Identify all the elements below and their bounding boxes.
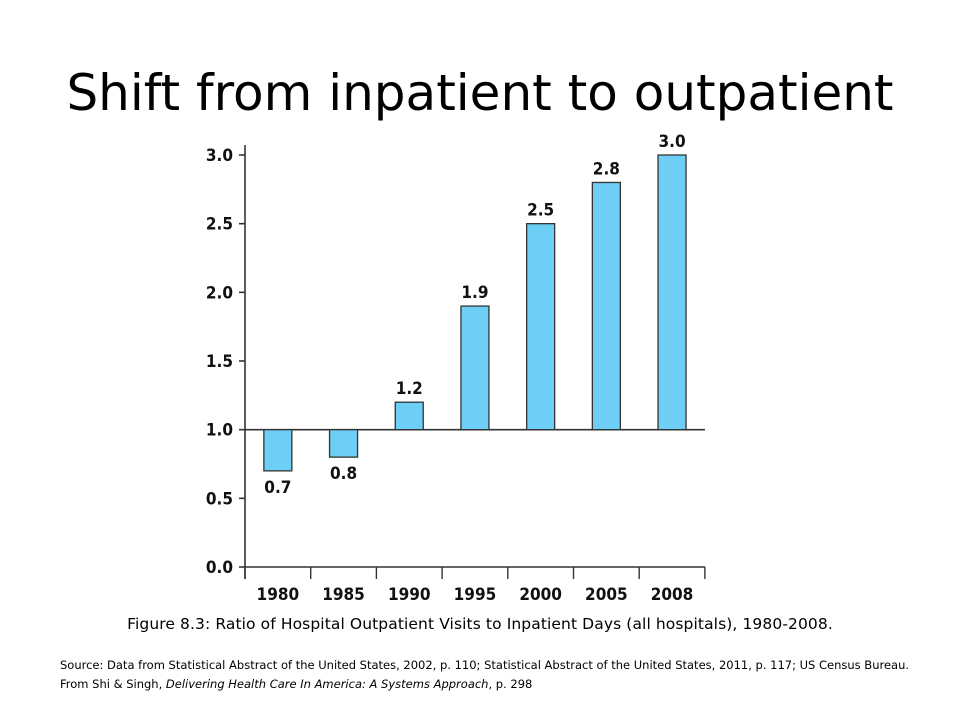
data-label-2005: 2.8 (593, 159, 620, 179)
source-book-title: Delivering Health Care In America: A Sys… (165, 677, 489, 691)
slide-title: Shift from inpatient to outpatient (66, 64, 894, 122)
x-tick-label-1995: 1995 (454, 585, 497, 605)
bar-1995 (460, 305, 490, 431)
data-label-1995: 1.9 (461, 283, 488, 303)
bar-1980 (263, 429, 293, 472)
x-tick-label-1990: 1990 (388, 585, 431, 605)
y-tick-label: 2.0 (206, 283, 233, 303)
y-tick-label: 1.5 (206, 352, 233, 372)
bar-2008 (657, 154, 687, 431)
y-tick-label: 0.5 (206, 489, 233, 509)
source-page: , p. 298 (488, 677, 533, 691)
y-tick-label: 2.5 (206, 215, 233, 235)
data-label-2008: 3.0 (659, 132, 686, 152)
figure-caption: Figure 8.3: Ratio of Hospital Outpatient… (127, 615, 833, 633)
bar-2000 (526, 223, 556, 431)
bar-1985 (328, 429, 359, 458)
data-label-2000: 2.5 (527, 201, 554, 221)
bar-chart: 0.0 0.5 1.0 1.5 2.0 2.5 3.0 0.7 1980 0.8 1985 1.2 19… (206, 132, 706, 605)
data-label-1980: 0.7 (264, 478, 291, 498)
y-tick-label: 0.0 (206, 558, 233, 578)
source-note: Source: Data from Statistical Abstract o… (60, 656, 940, 694)
bar-1990 (394, 401, 424, 431)
bar-2005 (591, 181, 621, 431)
x-tick-label-2005: 2005 (585, 585, 628, 605)
x-tick-label-1985: 1985 (322, 585, 365, 605)
y-tick-label: 3.0 (206, 146, 233, 166)
source-text: Source: Data from Statistical Abstract o… (60, 658, 910, 691)
y-tick-label: 1.0 (206, 421, 233, 441)
x-tick-label-2000: 2000 (519, 585, 562, 605)
x-tick-label-2008: 2008 (651, 585, 694, 605)
data-label-1990: 1.2 (396, 379, 423, 399)
data-label-1985: 0.8 (330, 464, 357, 484)
x-tick-label-1980: 1980 (257, 585, 300, 605)
